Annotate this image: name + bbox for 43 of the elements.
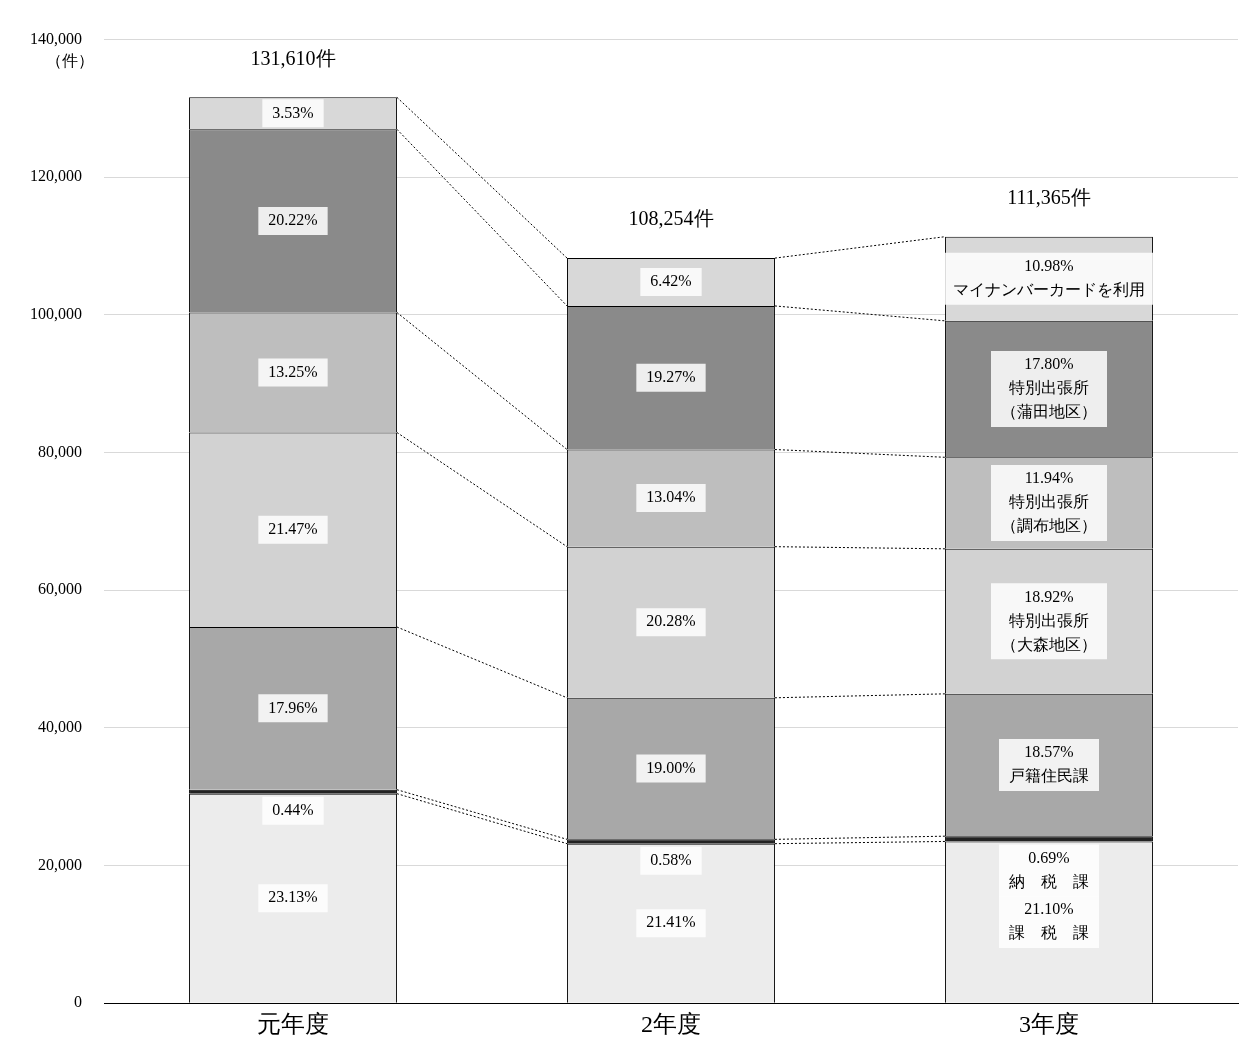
annotation: 0.69% <box>1028 848 1070 866</box>
annotation: 17.96% <box>268 698 318 716</box>
annotation: 6.42% <box>650 272 692 290</box>
series-label: 戸籍住民課 <box>1009 767 1089 785</box>
annotation: 21.10% <box>1024 900 1074 918</box>
annotation: 0.58% <box>650 850 692 868</box>
y-axis-title: （件） <box>46 51 94 69</box>
series-label: 納 税 課 <box>1009 872 1089 890</box>
annotation: 18.92% <box>1024 587 1074 605</box>
total-label: 108,254件 <box>628 207 714 230</box>
annotation: 20.28% <box>646 612 696 630</box>
y-tick-label: 120,000 <box>30 167 82 185</box>
total-label: 111,365件 <box>1007 185 1091 208</box>
annotation: 20.22% <box>268 211 318 229</box>
annotation: 19.27% <box>646 367 696 385</box>
annotation: 0.44% <box>272 800 314 818</box>
x-tick-label: 2年度 <box>641 1010 701 1037</box>
annotation: 23.13% <box>268 888 318 906</box>
annotation: 21.41% <box>646 913 696 931</box>
annotation: 11.94% <box>1024 469 1074 487</box>
y-tick-label: 100,000 <box>30 305 82 323</box>
annotation: 13.25% <box>268 362 318 380</box>
series-label: 課 税 課 <box>1009 924 1089 942</box>
series-label: 特別出張所（大森地区） <box>1001 611 1097 653</box>
annotation: 18.57% <box>1024 743 1074 761</box>
annotation: 19.00% <box>646 758 696 776</box>
series-label: 特別出張所（蒲田地区） <box>1001 379 1097 421</box>
annotation: 3.53% <box>272 103 314 121</box>
x-tick-label: 元年度 <box>257 1010 329 1037</box>
series-label: 特別出張所（調布地区） <box>1001 493 1097 535</box>
y-tick-label: 60,000 <box>38 580 82 598</box>
y-tick-label: 0 <box>74 993 82 1011</box>
y-tick-label: 140,000 <box>30 29 82 47</box>
total-label: 131,610件 <box>250 46 336 69</box>
annotation: 10.98% <box>1024 256 1074 274</box>
y-tick-label: 40,000 <box>38 718 82 736</box>
annotation: 17.80% <box>1024 355 1074 373</box>
annotation: 13.04% <box>646 488 696 506</box>
series-label: マイナンバーカードを利用 <box>953 280 1145 298</box>
x-tick-label: 3年度 <box>1019 1010 1079 1037</box>
y-tick-label: 20,000 <box>38 855 82 873</box>
annotation: 21.47% <box>268 519 318 537</box>
y-tick-label: 80,000 <box>38 442 82 460</box>
